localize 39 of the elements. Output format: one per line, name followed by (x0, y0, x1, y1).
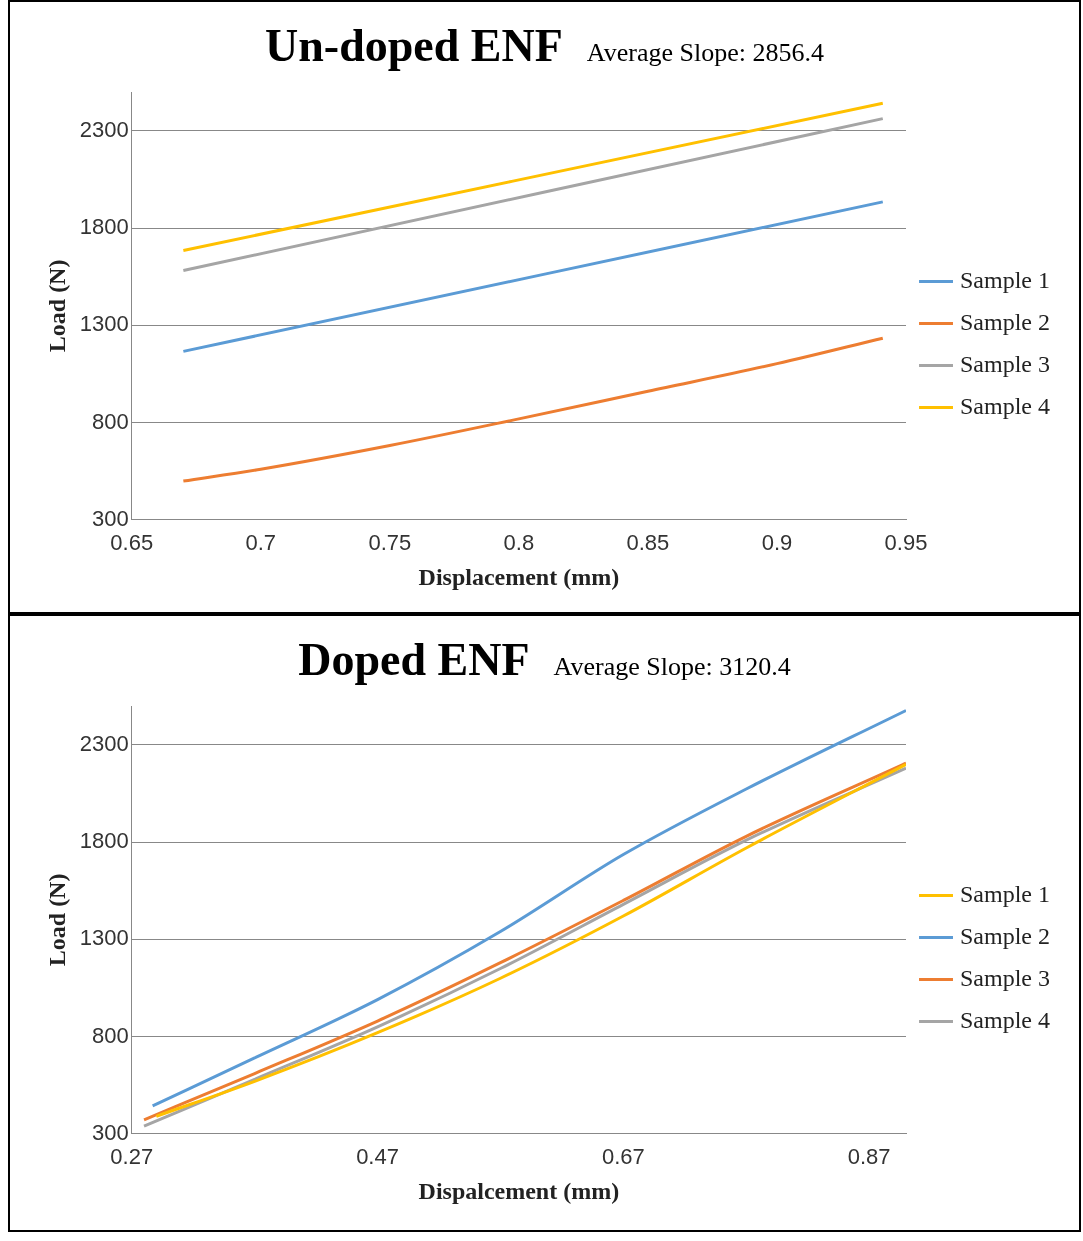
legend-label: Sample 3 (960, 964, 1051, 991)
x-tick-label: 0.9 (761, 530, 793, 556)
legend-label: Sample 1 (960, 880, 1051, 907)
y-tick-label: 800 (92, 1022, 129, 1048)
legend-label: Sample 3 (960, 350, 1051, 377)
x-tick-label: 0.65 (110, 530, 154, 556)
y-axis-title: Load (N) (43, 259, 70, 353)
x-tick-label: 0.67 (601, 1144, 645, 1170)
text: Average Slope: 3120.4 (553, 652, 791, 683)
chart-title: Un-doped ENF (265, 19, 563, 72)
y-tick-label: 2300 (79, 730, 129, 756)
x-axis-title: Displacement (mm) (418, 563, 620, 590)
x-tick-label: 0.85 (626, 530, 670, 556)
line-series (151, 708, 907, 1108)
x-tick-label: 0.95 (884, 530, 928, 556)
x-tick-label: 0.47 (356, 1144, 399, 1170)
y-tick-label: 1300 (79, 311, 129, 337)
y-tick-label: 1800 (79, 214, 129, 240)
x-tick-label: 0.27 (110, 1144, 154, 1170)
x-axis-title: Dispalcement (mm) (418, 1177, 620, 1204)
y-tick-label: 300 (92, 505, 129, 531)
legend-label: Sample 2 (960, 922, 1051, 949)
y-axis-title: Load (N) (43, 873, 70, 967)
legend-label: Sample 4 (960, 1006, 1051, 1033)
x-tick-label: 0.87 (847, 1144, 891, 1170)
legend-label: Sample 4 (960, 392, 1051, 419)
y-tick-label: 1300 (79, 925, 129, 951)
y-tick-label: 300 (92, 1119, 129, 1145)
chart-title: Doped ENF (298, 633, 530, 686)
legend-label: Sample 2 (960, 308, 1051, 335)
x-tick-label: 0.7 (245, 530, 277, 556)
y-tick-label: 1800 (79, 828, 129, 854)
line-series (181, 336, 885, 483)
legend-label: Sample 1 (960, 266, 1051, 293)
x-tick-label: 0.75 (368, 530, 412, 556)
y-tick-label: 2300 (79, 116, 129, 142)
y-tick-label: 800 (92, 408, 129, 434)
text: Average Slope: 2856.4 (586, 38, 824, 69)
x-tick-label: 0.8 (503, 530, 535, 556)
